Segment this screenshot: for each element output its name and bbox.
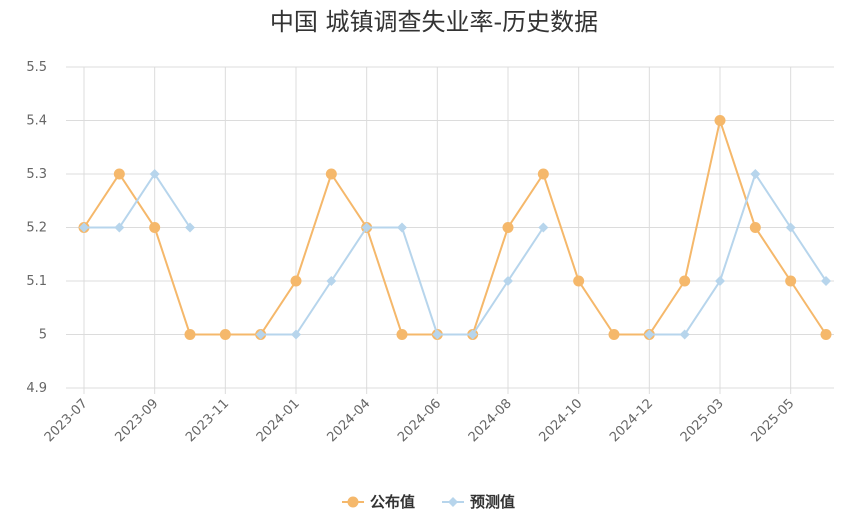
data-point	[785, 275, 797, 287]
data-point	[715, 276, 725, 286]
data-point	[537, 168, 549, 180]
y-tick-label: 5.2	[26, 221, 47, 236]
data-point	[113, 168, 125, 180]
data-point	[79, 222, 89, 233]
x-tick-label: 2025-05	[748, 396, 797, 445]
x-tick-label: 2024-08	[466, 396, 515, 445]
x-tick-label: 2024-04	[324, 396, 373, 445]
x-tick-label: 2024-01	[254, 396, 303, 445]
data-point	[291, 329, 301, 340]
y-tick-label: 5.5	[26, 60, 47, 75]
y-tick-label: 5.1	[26, 274, 47, 289]
x-tick-label: 2024-10	[536, 396, 585, 445]
data-point	[679, 329, 690, 340]
y-axis-ticks: 4.9 5 5.1 5.2 5.3 5.4 5.5	[26, 60, 47, 396]
legend-item-forecast[interactable]: 预测值	[442, 493, 515, 511]
legend-label: 预测值	[470, 493, 515, 511]
series-layer	[78, 115, 832, 340]
data-point	[326, 276, 337, 286]
data-point	[749, 222, 761, 233]
series-forecast	[79, 169, 831, 340]
data-point	[290, 275, 302, 287]
data-point	[184, 329, 196, 340]
series-line	[84, 172, 191, 229]
data-point	[679, 275, 691, 287]
data-point	[820, 329, 832, 340]
data-point	[750, 169, 761, 179]
data-point	[503, 276, 513, 286]
data-point	[573, 275, 585, 287]
x-tick-label: 2023-09	[112, 396, 161, 445]
x-tick-label: 2024-12	[607, 396, 656, 445]
x-axis-ticks: 2023-07 2023-09 2023-11 2024-01 2024-04 2024-…	[42, 396, 798, 445]
data-point	[185, 222, 195, 233]
data-point	[149, 169, 160, 179]
legend-marker	[347, 496, 359, 508]
legend-item-published[interactable]: 公布值	[342, 493, 415, 511]
y-tick-label: 5.3	[26, 167, 47, 182]
data-point	[821, 276, 831, 286]
data-point	[714, 115, 726, 126]
y-tick-label: 5.4	[26, 114, 47, 129]
data-point	[432, 329, 443, 340]
y-tick-label: 5	[39, 328, 47, 343]
data-point	[114, 222, 125, 233]
chart-title: 中国 城镇调查失业率-历史数据	[270, 8, 598, 36]
data-point	[785, 222, 796, 233]
x-tick-label: 2023-11	[183, 396, 232, 445]
data-point	[396, 329, 408, 340]
x-tick-label: 2024-06	[395, 396, 444, 445]
data-point	[644, 329, 655, 340]
data-point	[361, 222, 372, 233]
data-point	[467, 329, 478, 340]
data-point	[397, 222, 407, 233]
data-point	[502, 222, 514, 233]
data-point	[538, 222, 549, 233]
x-tick-label: 2025-03	[678, 396, 727, 445]
x-tick-label: 2023-07	[42, 396, 91, 445]
data-point	[325, 168, 337, 180]
series-line	[649, 171, 827, 336]
series-published	[78, 115, 832, 340]
data-point	[219, 329, 231, 340]
data-point	[149, 222, 161, 233]
legend-label: 公布值	[370, 493, 415, 511]
legend-marker	[448, 497, 458, 507]
data-point	[608, 329, 620, 340]
y-tick-label: 4.9	[26, 381, 47, 396]
legend[interactable]: 公布值 预测值	[342, 493, 515, 511]
data-point	[255, 329, 266, 340]
